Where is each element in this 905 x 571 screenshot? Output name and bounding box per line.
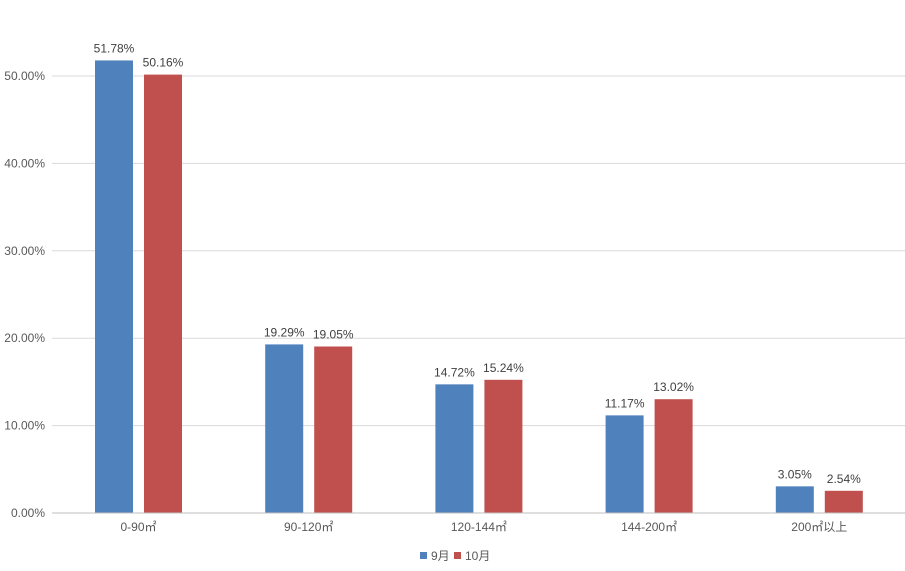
bar-series1 (435, 384, 474, 513)
data-label: 13.02% (653, 380, 694, 394)
y-tick-label: 30.00% (4, 244, 45, 258)
bars (95, 60, 863, 514)
bar-series2 (144, 74, 182, 514)
data-label: 3.05% (778, 467, 812, 481)
data-label: 19.29% (264, 325, 305, 339)
data-label: 50.16% (143, 56, 184, 70)
x-category-label: 144-200㎡ (621, 520, 677, 534)
bar-series2 (824, 490, 863, 513)
legend-swatch (420, 552, 427, 559)
x-category-label: 90-120㎡ (284, 520, 333, 534)
x-category-label: 0-90㎡ (120, 520, 156, 534)
gridlines (52, 75, 905, 427)
bar-series1 (775, 486, 814, 513)
y-tick-label: 0.00% (11, 506, 45, 520)
data-labels: 51.78% 50.16% 19.29% 19.05% 14.72% 15.24% 11.1… (94, 41, 861, 485)
data-label: 19.05% (313, 328, 354, 342)
legend: 9月 10月 (420, 549, 490, 563)
x-category-label: 120-144㎡ (451, 520, 507, 534)
legend-swatch (454, 552, 461, 559)
x-category-label: 200㎡以上 (791, 520, 847, 534)
x-axis-categories: 0-90㎡ 90-120㎡ 120-144㎡ 144-200㎡ 200㎡以上 (120, 520, 847, 534)
y-axis-ticks: 0.00% 10.00% 20.00% 30.00% 40.00% 50.00% (4, 69, 45, 520)
bar-series2 (484, 379, 523, 513)
bar-series2 (314, 346, 353, 513)
bar-series1 (265, 344, 304, 513)
legend-label: 10月 (465, 549, 490, 563)
y-tick-label: 40.00% (4, 156, 45, 170)
data-label: 15.24% (483, 361, 524, 375)
data-label: 11.17% (605, 396, 645, 410)
data-label: 14.72% (434, 365, 475, 379)
bar-series1 (95, 60, 133, 513)
y-tick-label: 20.00% (4, 331, 45, 345)
bar-series2 (654, 399, 693, 513)
bar-series1 (605, 415, 644, 513)
data-label: 51.78% (94, 41, 135, 55)
y-tick-label: 10.00% (4, 419, 45, 433)
legend-label: 9月 (431, 549, 450, 563)
y-tick-label: 50.00% (4, 69, 45, 83)
data-label: 2.54% (827, 472, 861, 486)
